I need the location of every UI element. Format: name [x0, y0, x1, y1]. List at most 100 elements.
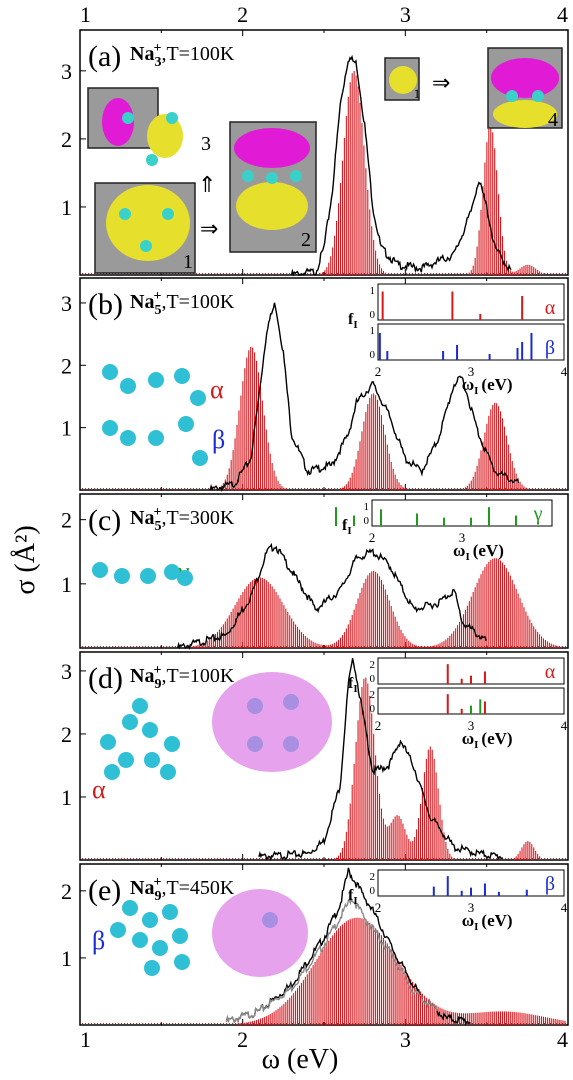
theory-bar: [328, 940, 330, 1025]
theory-bar: [476, 1012, 478, 1025]
theory-bar: [373, 733, 375, 860]
theory-bar: [261, 1017, 263, 1025]
theory-bar: [509, 270, 511, 275]
theory-bar: [406, 638, 408, 648]
theory-bar: [542, 638, 545, 648]
theory-bar: [431, 645, 433, 648]
theory-bar: [406, 973, 408, 1025]
isomer-label: β: [212, 425, 225, 454]
theory-bar: [371, 226, 373, 275]
theory-bar: [509, 1011, 511, 1025]
theory-bar: [482, 1012, 484, 1025]
theory-bar: [271, 463, 273, 490]
theory-bar: [269, 1014, 271, 1025]
theory-bar: [517, 478, 519, 490]
theory-bar: [375, 755, 377, 860]
atom: [122, 112, 134, 124]
theory-bar: [369, 922, 371, 1025]
theory-bar: [351, 784, 353, 860]
x-axis-label: ω (eV): [262, 1044, 339, 1075]
theory-bar: [394, 816, 396, 860]
orbital-lobe: [102, 98, 134, 146]
theory-bar: [519, 1012, 521, 1025]
theory-bar: [386, 594, 388, 648]
theory-bar: [400, 484, 402, 490]
atom: [192, 450, 208, 466]
theory-bar: [312, 641, 314, 648]
theory-bar: [521, 484, 523, 490]
theory-bar: [281, 1005, 283, 1025]
theory-bar: [263, 578, 265, 648]
theory-bar: [353, 917, 355, 1025]
theory-bar: [336, 220, 338, 275]
theory-bar: [398, 625, 400, 648]
theory-bar: [265, 429, 267, 490]
theory-bar: [521, 602, 523, 648]
theory-bar: [480, 574, 482, 648]
theory-bar: [215, 634, 217, 648]
theory-bar: [304, 977, 306, 1025]
theory-bar: [365, 920, 367, 1025]
theory-bar: [531, 1014, 533, 1025]
theory-bar: [345, 831, 347, 860]
theory-bar: [392, 468, 394, 490]
theory-bar: [515, 856, 517, 860]
theory-bar: [433, 758, 435, 860]
theory-bar: [386, 444, 388, 490]
theory-bar: [537, 270, 539, 275]
theory-bar: [418, 646, 420, 648]
theory-bar: [238, 1023, 240, 1025]
theory-bar: [474, 258, 476, 275]
theory-bar: [265, 580, 267, 648]
theory-bar: [490, 1011, 492, 1025]
atom: [178, 416, 194, 432]
theory-bar: [507, 444, 509, 490]
inset-xlabel: ωI (eV): [462, 375, 513, 397]
theory-bar: [470, 1013, 472, 1025]
theory-bar: [347, 481, 349, 490]
theory-bar: [498, 194, 500, 275]
y-tick-label: 1: [61, 572, 72, 597]
theory-bar: [546, 641, 548, 648]
bottom-tick-label: 2: [237, 1027, 248, 1052]
theory-bar: [470, 270, 472, 275]
theory-bar: [296, 627, 299, 648]
theory-bar: [271, 1012, 273, 1025]
theory-bar: [451, 633, 453, 648]
orbital-lobe: [493, 100, 557, 128]
theory-bar: [269, 453, 271, 490]
theory-bar: [398, 815, 400, 860]
theory-bar: [410, 841, 412, 860]
theory-bar: [423, 995, 425, 1025]
theory-bar: [213, 635, 215, 648]
theory-bar: [256, 360, 258, 490]
theory-bar: [357, 720, 359, 860]
y-tick-label: 2: [61, 508, 72, 533]
theory-bar: [525, 1013, 527, 1025]
theory-bar: [490, 409, 492, 490]
theory-bar: [281, 601, 283, 648]
theory-bar: [496, 1011, 498, 1025]
inset-ylabel-sub: I: [347, 525, 351, 537]
theory-bar: [355, 917, 357, 1025]
theory-bar: [474, 587, 476, 648]
theory-bar: [523, 607, 525, 648]
theory-bar: [511, 271, 513, 275]
theory-bar: [337, 639, 340, 648]
theory-bar: [384, 940, 386, 1025]
theory-bar: [240, 1023, 242, 1025]
theory-bar: [402, 967, 404, 1025]
orbital-box-label: 1: [414, 86, 421, 101]
theory-bar: [527, 1013, 529, 1025]
inset-y-tick: 2: [370, 659, 376, 671]
theory-bar: [242, 1022, 244, 1025]
theory-bar: [425, 758, 427, 860]
theory-bar: [482, 441, 484, 490]
theory-bar: [533, 1014, 535, 1025]
theory-bar: [343, 841, 345, 860]
theory-bar: [193, 646, 195, 648]
inset-row-frame: [377, 283, 565, 321]
theory-bar: [371, 394, 373, 490]
y-tick-label: 2: [61, 127, 72, 152]
isomer-label: α: [210, 375, 224, 404]
